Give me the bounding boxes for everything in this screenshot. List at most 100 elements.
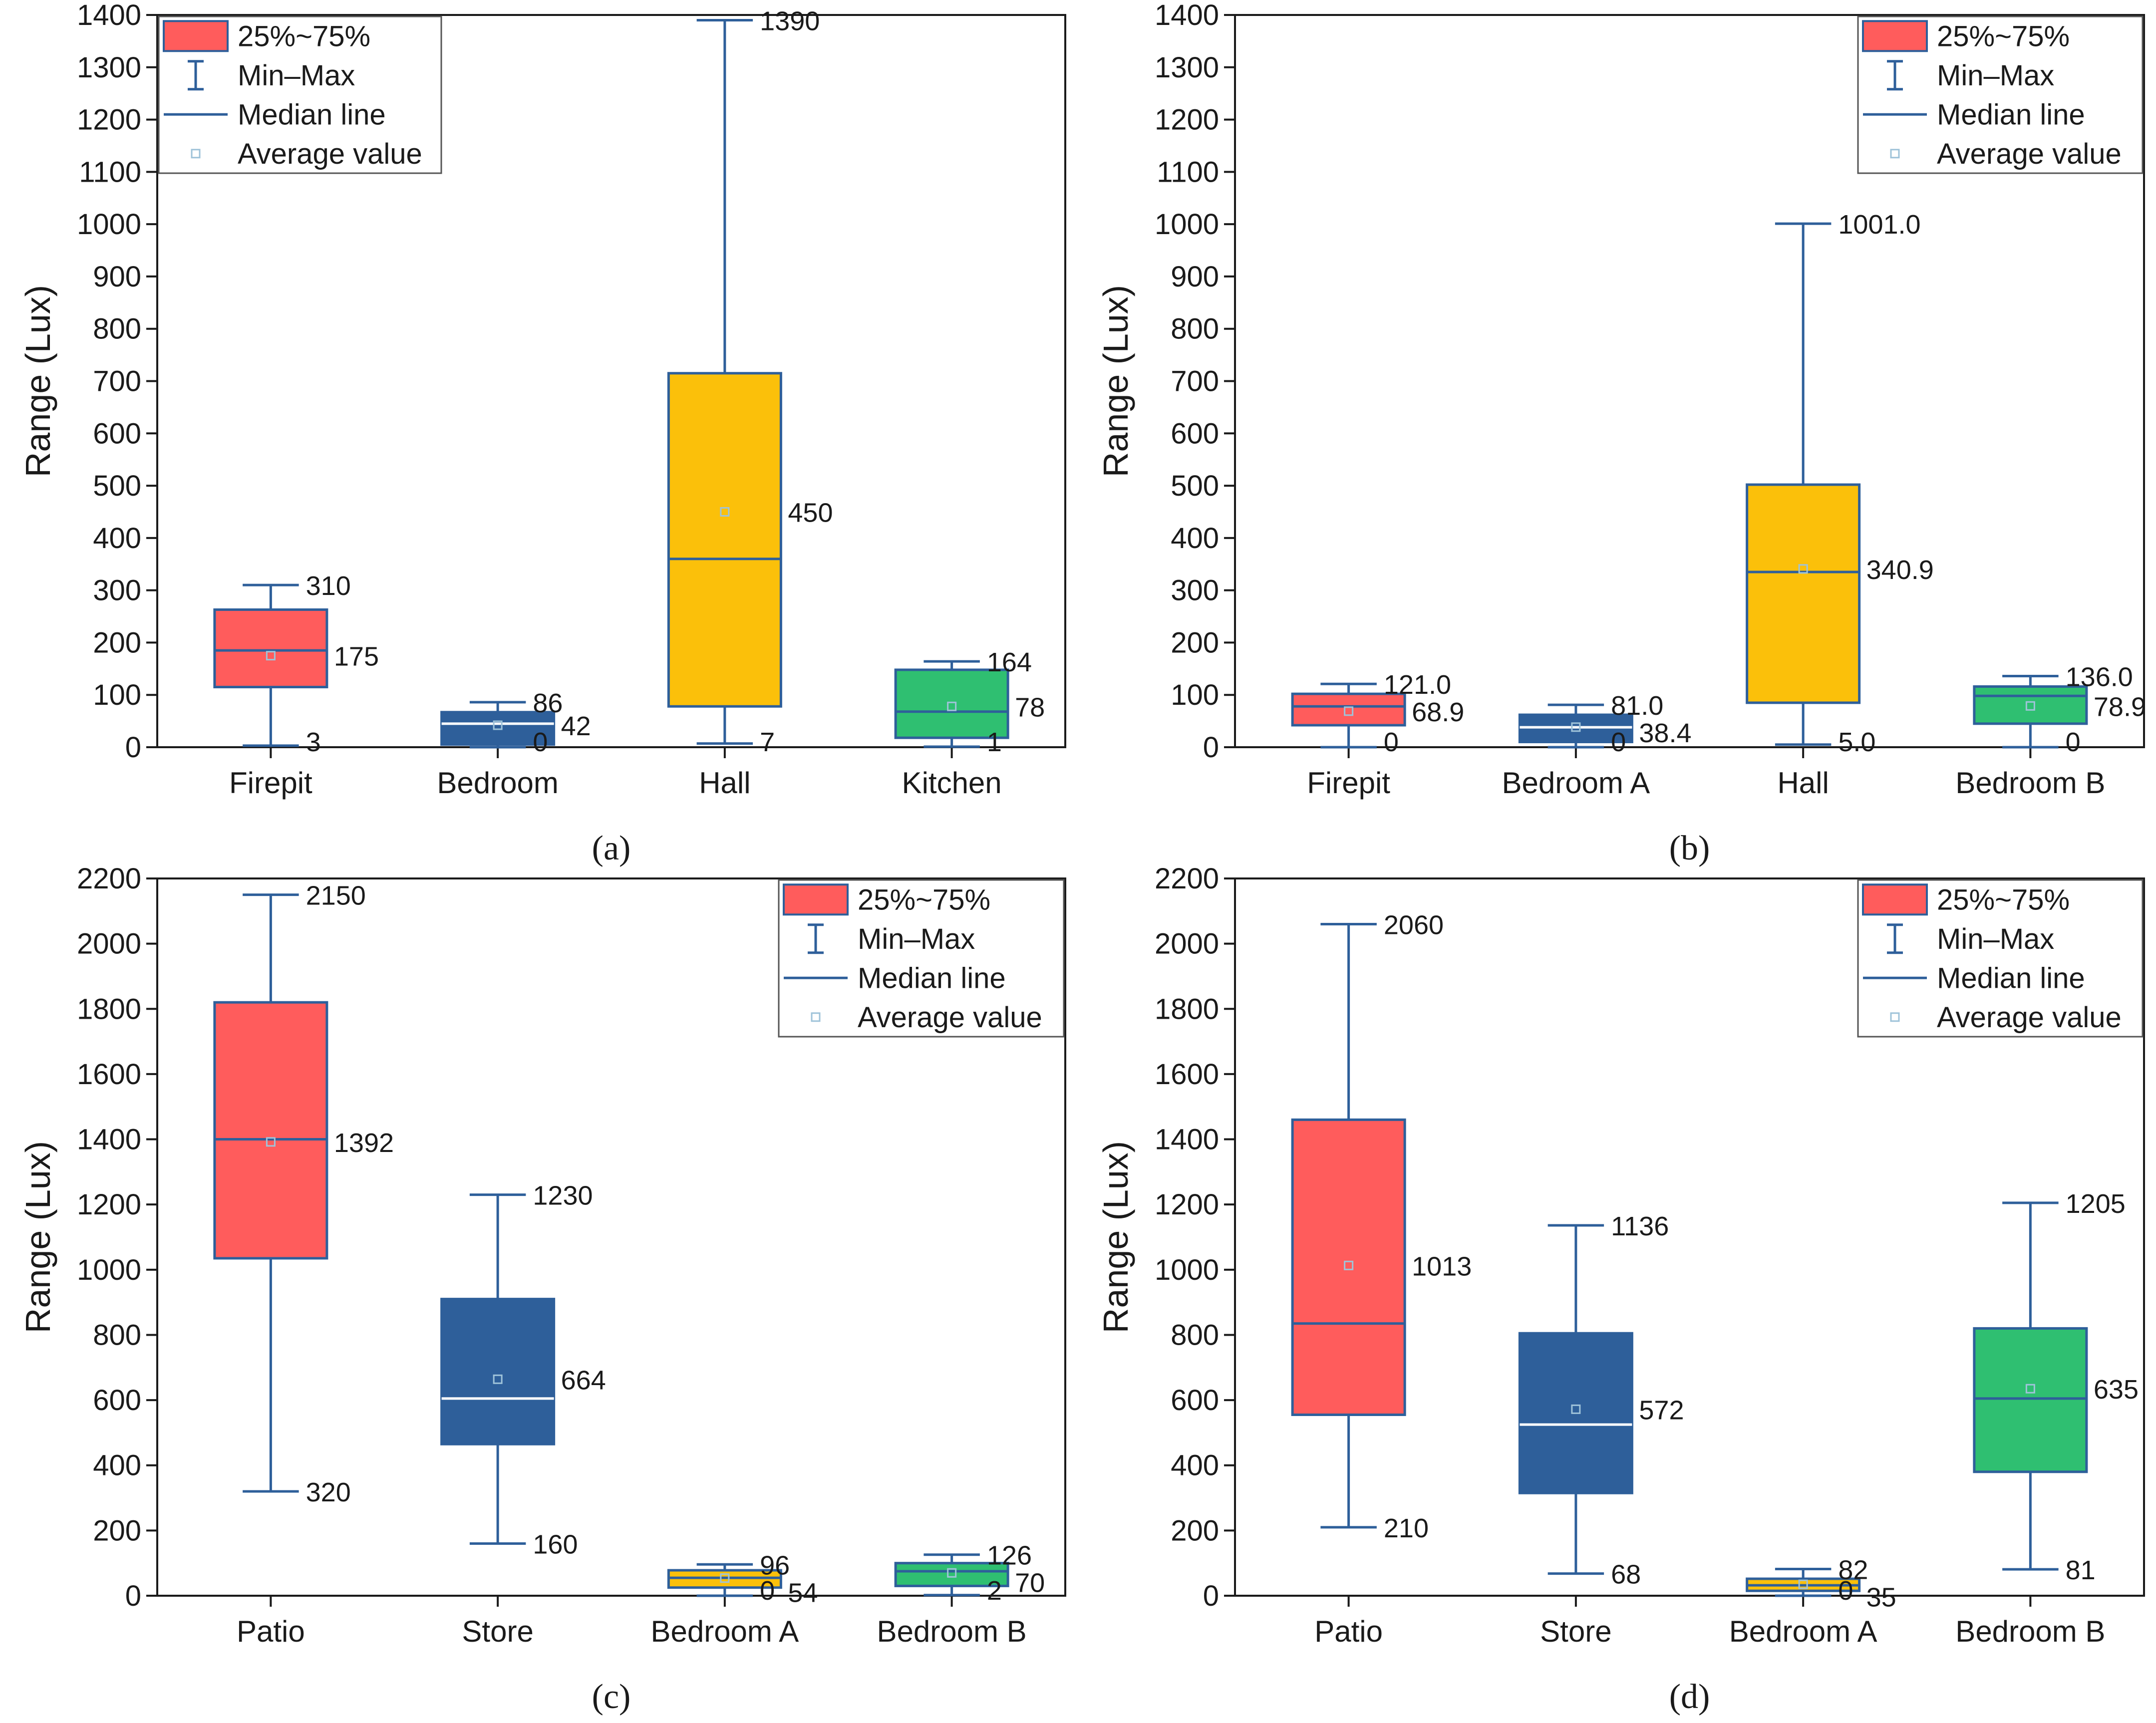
max-label: 86: [533, 688, 563, 718]
iqr-box: [1973, 1327, 2088, 1473]
y-tick-label: 300: [1171, 574, 1219, 607]
mean-label: 54: [788, 1578, 818, 1608]
min-label: 3: [306, 727, 321, 757]
y-tick-label: 600: [93, 1384, 141, 1417]
y-tick-label: 200: [1171, 1514, 1219, 1547]
y-tick-label: 400: [1171, 1449, 1219, 1482]
iqr-box: [1973, 685, 2088, 725]
mean-label: 38.4: [1639, 718, 1691, 748]
max-label: 2060: [1384, 910, 1444, 940]
y-tick-label: 2000: [77, 928, 141, 960]
panel-label: (d): [1669, 1678, 1710, 1716]
chart-panel-4: 0 200 400 600 800 1000 1200 1400 1600 1800 2000 220…: [1096, 862, 2145, 1716]
mean-label: 450: [788, 498, 833, 528]
legend: 25%~75% Min–Max Median line Average value: [158, 15, 442, 174]
x-tick-label: Bedroom B: [877, 1615, 1027, 1648]
legend-box-swatch: [1862, 883, 1928, 916]
legend-label-box: 25%~75%: [1937, 883, 2070, 916]
mean-label: 68.9: [1412, 697, 1464, 727]
max-label: 96: [760, 1550, 790, 1580]
legend-label-median: Median line: [1937, 98, 2085, 131]
legend-label-median: Median line: [1937, 962, 2085, 994]
mean-marker: [720, 1573, 730, 1583]
legend-label-whisker: Min–Max: [858, 923, 975, 955]
y-tick-label: 1200: [77, 104, 141, 136]
box-bedroom-a: 81.038.4 0: [1518, 691, 1691, 757]
x-tick-label: Patio: [1314, 1615, 1383, 1648]
x-tick-label: Store: [1540, 1615, 1611, 1648]
max-label: 126: [987, 1541, 1032, 1571]
min-label: 0: [2066, 727, 2081, 757]
max-label: 82: [1838, 1555, 1868, 1585]
plot-frame: [156, 877, 1066, 1597]
y-tick-label: 1400: [77, 1124, 141, 1156]
y-tick-label: 800: [93, 1319, 141, 1351]
iqr-box: [667, 372, 782, 708]
min-label: 210: [1384, 1513, 1429, 1543]
min-label: 68: [1611, 1560, 1641, 1590]
mean-marker: [1571, 1404, 1581, 1414]
x-tick-label: Bedroom B: [1955, 1615, 2105, 1648]
y-tick-label: 1800: [77, 993, 141, 1025]
box-patio: 2060 1013 210: [1291, 910, 1472, 1543]
iqr-box: [440, 1298, 556, 1445]
min-label: 5.0: [1838, 727, 1875, 757]
legend-label-box: 25%~75%: [238, 20, 370, 52]
y-tick-label: 800: [93, 313, 141, 345]
y-tick-label: 1600: [77, 1058, 141, 1091]
mean-label: 35: [1866, 1582, 1896, 1612]
legend-label-box: 25%~75%: [1937, 20, 2070, 52]
chart-panel-1: 0 100 200 300 400 500 600 700 800 900 1000 1100 1200…: [18, 0, 1066, 867]
y-tick-label: 0: [125, 1580, 141, 1612]
y-tick-label: 1000: [77, 208, 141, 241]
y-axis-label: Range (Lux): [1096, 285, 1135, 477]
iqr-box: [1291, 1118, 1406, 1416]
max-label: 81.0: [1611, 691, 1663, 721]
x-tick-label: Hall: [699, 766, 750, 800]
min-label: 320: [306, 1477, 351, 1507]
y-tick-label: 2200: [77, 862, 141, 895]
y-axis-label: Range (Lux): [18, 285, 57, 477]
mean-label: 42: [561, 711, 591, 741]
legend-mean-swatch: [1890, 149, 1900, 159]
y-tick-label: 200: [1171, 626, 1219, 659]
max-label: 1230: [533, 1181, 593, 1211]
y-tick-label: 0: [1203, 731, 1219, 764]
legend-box-swatch: [163, 20, 229, 52]
y-tick-label: 400: [1171, 522, 1219, 555]
box-hall: 1390 450 7: [667, 6, 833, 757]
box-firepit: 310 175 3: [213, 571, 379, 757]
panel-label: (c): [592, 1678, 631, 1716]
iqr-box: [1746, 483, 1861, 704]
y-tick-label: 400: [93, 1449, 141, 1482]
x-tick-label: Hall: [1777, 766, 1829, 800]
box-hall: 1001.0 340.9 5.0: [1746, 210, 1934, 757]
max-label: 1001.0: [1838, 210, 1920, 240]
legend-box-swatch: [1862, 20, 1928, 52]
legend-mean-swatch: [191, 149, 201, 159]
x-tick-label: Firepit: [229, 766, 312, 800]
min-label: 0: [760, 1576, 775, 1606]
y-tick-label: 700: [1171, 365, 1219, 398]
min-label: 160: [533, 1529, 578, 1559]
mean-label: 340.9: [1866, 555, 1934, 585]
y-tick-label: 200: [93, 626, 141, 659]
x-tick-label: Store: [462, 1615, 533, 1648]
y-tick-label: 400: [93, 522, 141, 555]
mean-marker: [947, 1568, 957, 1578]
mean-label: 78: [1015, 692, 1045, 722]
mean-label: 1013: [1412, 1251, 1472, 1281]
y-tick-label: 500: [93, 470, 141, 502]
mean-marker: [266, 1137, 276, 1147]
y-tick-label: 1100: [1157, 156, 1219, 188]
max-label: 121.0: [1384, 670, 1451, 700]
y-tick-label: 600: [1171, 417, 1219, 450]
legend-label-whisker: Min–Max: [1937, 59, 2054, 92]
mean-marker: [947, 701, 957, 711]
legend-label-median: Median line: [858, 962, 1006, 994]
max-label: 1136: [1611, 1211, 1669, 1241]
y-tick-label: 800: [1171, 313, 1219, 345]
x-tick-label: Kitchen: [902, 766, 1002, 800]
iqr-box: [894, 1562, 1009, 1587]
